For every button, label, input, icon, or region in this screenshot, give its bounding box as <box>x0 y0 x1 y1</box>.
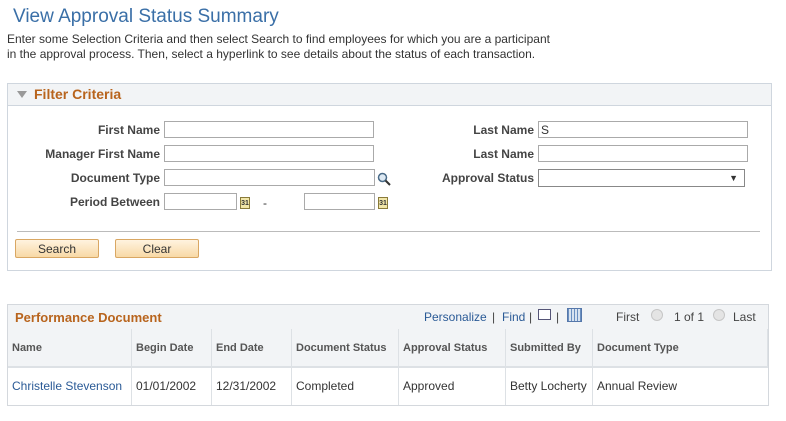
column-header-document-status[interactable]: Document Status <box>292 329 399 368</box>
calendar-icon[interactable]: 31 <box>240 197 250 209</box>
first-label[interactable]: First <box>616 310 640 324</box>
approval-status-select[interactable]: ▼ <box>538 169 745 187</box>
approval-status-label: Approval Status <box>441 171 534 185</box>
grid-title: Performance Document <box>15 310 162 325</box>
manager-first-name-label: Manager First Name <box>45 147 160 161</box>
collapse-triangle-icon[interactable] <box>17 91 27 98</box>
first-name-input[interactable] <box>164 121 374 138</box>
column-header-begin-date[interactable]: Begin Date <box>132 329 212 368</box>
new-window-icon[interactable] <box>538 309 551 320</box>
download-spreadsheet-icon[interactable] <box>567 308 582 322</box>
last-name-input[interactable]: S <box>538 121 748 138</box>
column-header-end-date[interactable]: End Date <box>212 329 292 368</box>
employee-name-link[interactable]: Christelle Stevenson <box>8 368 132 405</box>
grid-header: Performance Document Personalize | Find … <box>8 305 768 330</box>
column-header-name[interactable]: Name <box>8 329 132 368</box>
next-arrow-icon[interactable] <box>713 309 725 321</box>
lookup-magnifier-icon[interactable] <box>377 172 391 186</box>
period-separator: - <box>263 196 267 210</box>
period-from-input[interactable] <box>164 193 237 210</box>
document-type-label: Document Type <box>70 171 160 185</box>
page-count: 1 of 1 <box>674 310 705 324</box>
document-type-input[interactable] <box>164 169 375 186</box>
document-status-cell: Completed <box>292 368 399 405</box>
begin-date-cell: 01/01/2002 <box>132 368 212 405</box>
manager-last-name-label: Last Name <box>473 147 534 161</box>
find-link[interactable]: Find <box>502 310 526 324</box>
separator: | <box>492 310 496 324</box>
period-between-label: Period Between <box>69 195 160 209</box>
submitted-by-cell: Betty Locherty <box>506 368 593 405</box>
clear-button[interactable]: Clear <box>115 239 199 258</box>
dropdown-arrow-icon: ▼ <box>729 173 738 183</box>
first-name-label: First Name <box>97 123 160 137</box>
end-date-cell: 12/31/2002 <box>212 368 292 405</box>
column-header-document-type[interactable]: Document Type <box>593 329 768 368</box>
divider <box>17 231 760 232</box>
search-button[interactable]: Search <box>15 239 99 258</box>
column-header-approval-status[interactable]: Approval Status <box>399 329 506 368</box>
last-label[interactable]: Last <box>733 310 756 324</box>
separator: | <box>529 310 533 324</box>
previous-arrow-icon[interactable] <box>651 309 663 321</box>
manager-first-name-input[interactable] <box>164 145 374 162</box>
period-to-input[interactable] <box>304 193 375 210</box>
calendar-icon[interactable]: 31 <box>378 197 388 209</box>
personalize-link[interactable]: Personalize <box>424 310 487 324</box>
separator: | <box>556 310 560 324</box>
filter-criteria-header[interactable]: Filter Criteria <box>8 84 771 106</box>
document-type-cell: Annual Review <box>597 379 678 393</box>
performance-document-grid: Performance Document Personalize | Find … <box>7 304 769 406</box>
manager-last-name-input[interactable] <box>538 145 748 162</box>
approval-status-cell: Approved <box>399 368 506 405</box>
page-title: View Approval Status Summary <box>13 6 279 27</box>
last-name-label: Last Name <box>473 123 534 137</box>
instructions: Enter some Selection Criteria and then s… <box>7 32 550 61</box>
column-header-submitted-by[interactable]: Submitted By <box>506 329 593 368</box>
filter-criteria-title: Filter Criteria <box>34 86 122 102</box>
filter-criteria-section: Filter Criteria <box>7 83 772 271</box>
